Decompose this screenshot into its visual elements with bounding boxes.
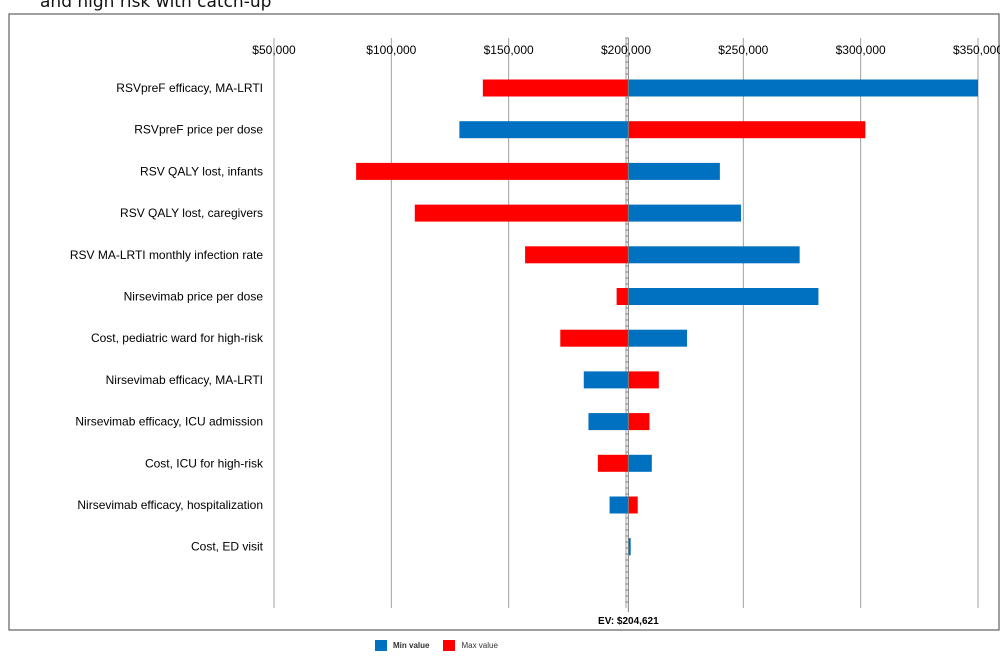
bar-max-value <box>356 162 629 180</box>
category-label: RSV MA-LRTI monthly infection rate <box>70 248 264 262</box>
bar-min-value <box>459 121 629 139</box>
bar-max-value <box>525 246 629 264</box>
category-label: Nirsevimab efficacy, hospitalization <box>77 498 263 512</box>
legend: Min value Max value <box>375 640 512 651</box>
x-tick-label: $150,000 <box>484 43 534 57</box>
category-label: Cost, pediatric ward for high-risk <box>91 331 264 345</box>
bars <box>356 79 978 556</box>
bar-min-value <box>609 496 629 514</box>
category-label: Cost, ED visit <box>191 540 264 554</box>
tornado-chart: $50,000 $100,000 $150,000 $200,000 $250,000 $… <box>8 13 1000 631</box>
category-label: Nirsevimab price per dose <box>124 290 264 304</box>
category-label: RSVpreF efficacy, MA-LRTI <box>116 81 263 95</box>
chart-frame <box>8 13 1000 631</box>
legend-label-max: Max value <box>461 641 498 650</box>
bar-min-value <box>628 79 978 97</box>
category-label: RSV QALY lost, caregivers <box>120 206 263 220</box>
x-tick-label: $300,000 <box>836 43 886 57</box>
category-label: Nirsevimab efficacy, ICU admission <box>75 415 263 429</box>
bar-max-value <box>628 121 866 139</box>
bar-max-value <box>628 496 638 514</box>
bar-max-value <box>560 329 629 347</box>
bar-max-value <box>628 413 650 431</box>
x-tick-label: $50,000 <box>252 43 296 57</box>
bar-min-value <box>628 454 652 472</box>
category-label: Cost, ICU for high-risk <box>145 456 264 470</box>
category-label: RSV QALY lost, infants <box>140 164 263 178</box>
legend-swatch-min <box>375 640 387 651</box>
x-tick-labels: $50,000 $100,000 $150,000 $200,000 $250,000 $… <box>252 43 1000 57</box>
bar-min-value <box>628 246 800 264</box>
category-labels: RSVpreF efficacy, MA-LRTI RSVpreF price p… <box>70 81 264 554</box>
bar-min-value <box>628 288 819 305</box>
bar-max-value <box>628 371 659 389</box>
bar-min-value <box>628 329 688 347</box>
bar-max-value <box>597 454 629 472</box>
bar-max-value <box>414 204 629 222</box>
bar-max-value <box>616 288 629 305</box>
legend-item-max: Max value <box>443 640 498 651</box>
x-tick-label: $350,000 <box>953 43 1000 57</box>
category-label: RSVpreF price per dose <box>134 123 263 137</box>
x-tick-label: $200,000 <box>601 43 651 57</box>
ev-label: EV: $204,621 <box>598 616 659 627</box>
legend-swatch-max <box>443 640 456 651</box>
bar-min-value <box>583 371 629 389</box>
bar-min-value <box>628 162 720 180</box>
bar-max-value <box>482 79 629 97</box>
x-tick-label: $250,000 <box>718 43 768 57</box>
bar-min-value <box>628 538 631 556</box>
bar-min-value <box>628 204 741 222</box>
bar-min-value <box>588 413 629 431</box>
x-tick-label: $100,000 <box>366 43 416 57</box>
legend-item-min: Min value <box>375 640 429 651</box>
category-label: Nirsevimab efficacy, MA-LRTI <box>106 373 263 387</box>
legend-label-min: Min value <box>393 641 430 650</box>
figure-caption: and high risk with catch-up <box>40 0 272 12</box>
